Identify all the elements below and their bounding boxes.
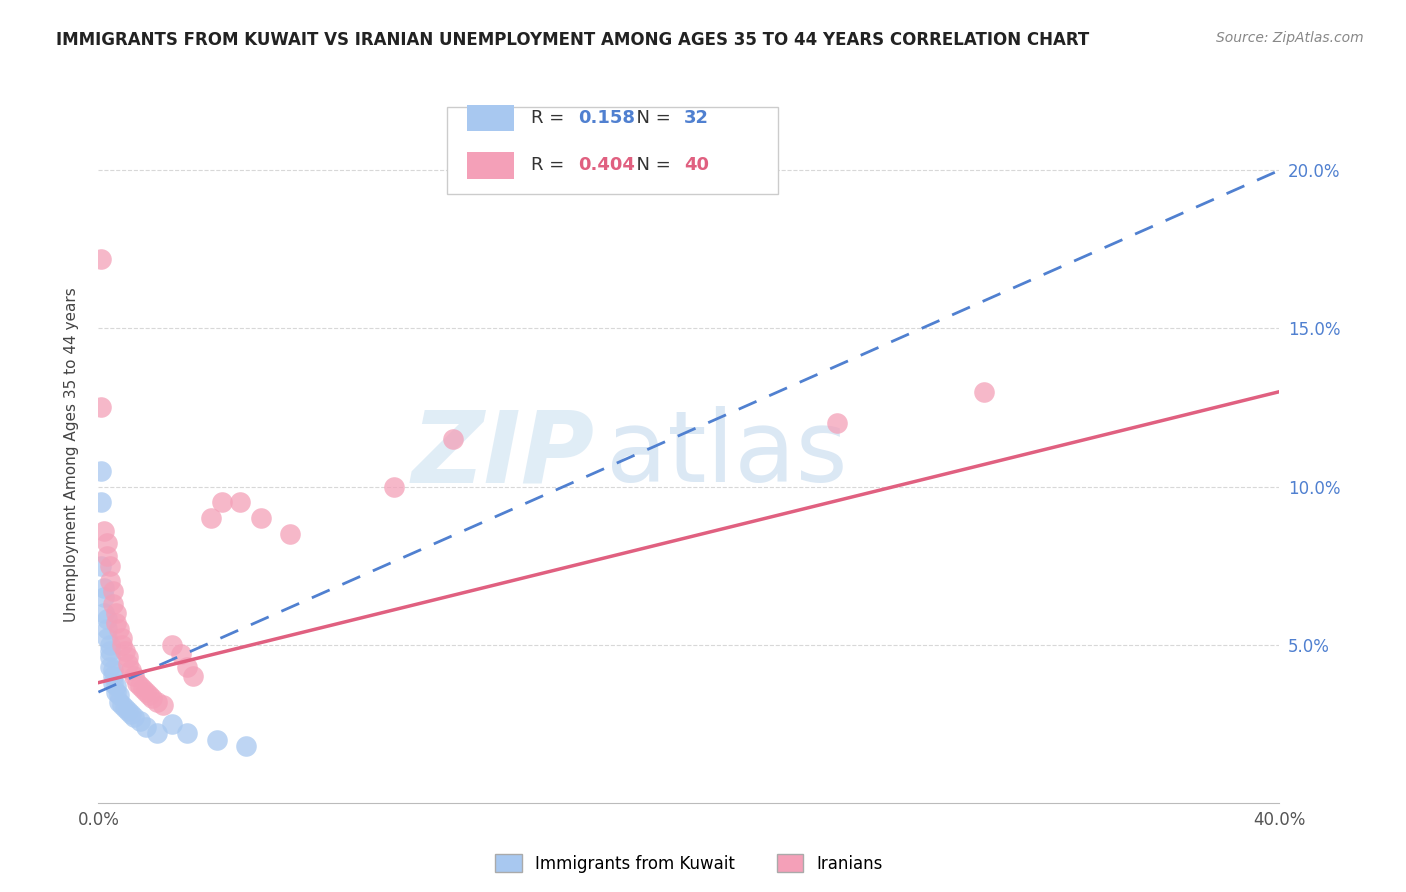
Point bbox=[250, 511, 273, 525]
Point bbox=[111, 638, 134, 652]
Point bbox=[93, 581, 115, 595]
Point bbox=[96, 612, 118, 626]
Point bbox=[162, 716, 183, 731]
Point bbox=[128, 679, 150, 693]
Point bbox=[98, 644, 121, 658]
Text: N =: N = bbox=[626, 156, 676, 175]
Point bbox=[441, 432, 464, 446]
Point bbox=[122, 710, 145, 724]
Point bbox=[152, 698, 174, 712]
Point bbox=[176, 726, 198, 740]
Point bbox=[146, 695, 169, 709]
Point bbox=[108, 622, 131, 636]
Point bbox=[117, 704, 139, 718]
Point bbox=[96, 536, 118, 550]
Point bbox=[96, 622, 118, 636]
Y-axis label: Unemployment Among Ages 35 to 44 years: Unemployment Among Ages 35 to 44 years bbox=[65, 287, 79, 623]
Point bbox=[205, 732, 228, 747]
Text: 32: 32 bbox=[685, 109, 709, 128]
Text: IMMIGRANTS FROM KUWAIT VS IRANIAN UNEMPLOYMENT AMONG AGES 35 TO 44 YEARS CORRELA: IMMIGRANTS FROM KUWAIT VS IRANIAN UNEMPL… bbox=[56, 31, 1090, 49]
Point bbox=[170, 647, 193, 661]
Point bbox=[117, 650, 139, 665]
Point bbox=[235, 739, 257, 753]
Point bbox=[93, 524, 115, 538]
Point bbox=[93, 591, 115, 605]
Point bbox=[229, 495, 252, 509]
Point bbox=[105, 606, 128, 620]
Point bbox=[90, 495, 112, 509]
Point bbox=[111, 632, 134, 646]
Point bbox=[90, 401, 112, 415]
Point bbox=[103, 669, 125, 683]
Point bbox=[141, 691, 163, 706]
Point bbox=[146, 726, 169, 740]
Point bbox=[114, 644, 136, 658]
Point bbox=[105, 679, 128, 693]
Point bbox=[122, 669, 145, 683]
Point bbox=[98, 574, 121, 589]
Point bbox=[825, 417, 848, 431]
Point bbox=[96, 549, 118, 563]
Point bbox=[103, 675, 125, 690]
Point bbox=[108, 695, 131, 709]
Point bbox=[973, 384, 995, 399]
Point bbox=[111, 698, 134, 712]
Point bbox=[105, 615, 128, 630]
Legend: Immigrants from Kuwait, Iranians: Immigrants from Kuwait, Iranians bbox=[488, 847, 890, 880]
Point bbox=[211, 495, 233, 509]
Point bbox=[200, 511, 222, 525]
Text: R =: R = bbox=[530, 156, 569, 175]
Text: 0.404: 0.404 bbox=[578, 156, 634, 175]
Text: R =: R = bbox=[530, 109, 569, 128]
Point bbox=[382, 479, 405, 493]
Text: 0.158: 0.158 bbox=[578, 109, 636, 128]
Point bbox=[103, 663, 125, 677]
Point bbox=[90, 558, 112, 573]
Point bbox=[278, 527, 302, 541]
Point bbox=[132, 681, 155, 696]
Point bbox=[117, 657, 139, 671]
Point bbox=[108, 688, 131, 702]
Text: 40: 40 bbox=[685, 156, 709, 175]
Point bbox=[96, 632, 118, 646]
FancyBboxPatch shape bbox=[447, 107, 778, 194]
Point bbox=[138, 688, 160, 702]
Point bbox=[162, 638, 183, 652]
Point bbox=[135, 720, 157, 734]
Point bbox=[120, 707, 142, 722]
Text: N =: N = bbox=[626, 109, 676, 128]
Point bbox=[103, 583, 125, 598]
Point bbox=[135, 685, 157, 699]
Point bbox=[98, 638, 121, 652]
Point bbox=[128, 714, 150, 728]
Point bbox=[98, 650, 121, 665]
Point bbox=[90, 464, 112, 478]
Point bbox=[105, 685, 128, 699]
Point bbox=[176, 660, 198, 674]
Point bbox=[103, 597, 125, 611]
Point bbox=[114, 701, 136, 715]
Point bbox=[90, 252, 112, 266]
Text: ZIP: ZIP bbox=[412, 407, 595, 503]
Text: atlas: atlas bbox=[606, 407, 848, 503]
Point bbox=[120, 663, 142, 677]
Point bbox=[181, 669, 204, 683]
Point bbox=[98, 660, 121, 674]
Text: Source: ZipAtlas.com: Source: ZipAtlas.com bbox=[1216, 31, 1364, 45]
FancyBboxPatch shape bbox=[467, 105, 515, 131]
Point bbox=[125, 675, 148, 690]
FancyBboxPatch shape bbox=[467, 153, 515, 178]
Point bbox=[98, 558, 121, 573]
Point bbox=[93, 606, 115, 620]
